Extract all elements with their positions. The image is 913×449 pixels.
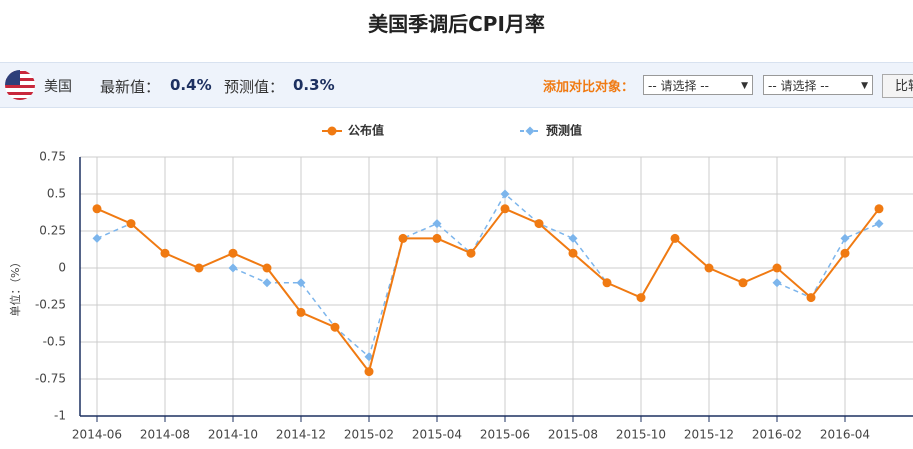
x-tick-label: 2015-04 — [412, 428, 462, 442]
point — [432, 233, 442, 243]
series-line — [776, 222, 880, 299]
compare-select[interactable]: -- 请选择 -- — [763, 75, 873, 96]
point — [568, 233, 578, 243]
point — [92, 233, 102, 243]
x-tick-label: 2016-04 — [820, 428, 870, 442]
x-tick-label: 2014-10 — [208, 428, 258, 442]
point — [126, 219, 136, 229]
forecast-value: 0.3% — [293, 76, 335, 94]
point — [228, 263, 238, 273]
compare-button[interactable]: 比较 — [882, 74, 913, 98]
point — [296, 307, 306, 317]
point — [398, 233, 408, 243]
y-tick-label: 0 — [58, 261, 66, 275]
point — [738, 278, 748, 288]
latest-label: 最新值： — [100, 78, 161, 96]
point — [432, 219, 442, 229]
point — [466, 248, 476, 258]
point — [92, 204, 102, 214]
point — [194, 263, 204, 273]
legend-marker — [327, 126, 337, 136]
point — [874, 219, 884, 229]
point — [636, 293, 646, 303]
country: 美国 — [44, 79, 72, 95]
point — [772, 278, 782, 288]
flag — [5, 70, 35, 100]
chart: -1 -0.75 -0.5 -0.25 0 0.25 0.5 0.75 2014-06 2014-… — [8, 123, 913, 442]
point — [296, 278, 306, 288]
point — [772, 263, 782, 273]
point — [670, 233, 680, 243]
x-tick-label: 2014-12 — [276, 428, 326, 442]
toolbar: 美国 最新值： 0.4% 预测值： 0.3% 添加对比对象： -- 请选择 --… — [0, 62, 913, 108]
latest-value: 0.4% — [170, 76, 212, 94]
point — [840, 233, 850, 243]
point — [602, 278, 612, 288]
y-tick-label: 0.25 — [39, 224, 66, 238]
y-tick-label: -1 — [54, 409, 66, 423]
y-tick-label: -0.75 — [35, 372, 66, 386]
legend-label: 预测值 — [546, 123, 582, 138]
point — [364, 367, 374, 377]
point — [874, 204, 884, 214]
point — [534, 219, 544, 229]
x-tick-label: 2016-02 — [752, 428, 802, 442]
x-tick-label: 2015-02 — [344, 428, 394, 442]
compare-label: 添加对比对象： — [543, 80, 635, 95]
legend-marker — [525, 126, 535, 136]
y-tick-label: 0.75 — [39, 150, 66, 164]
compare-select[interactable]: -- 请选择 -- — [643, 75, 753, 96]
x-tick-label: 2014-08 — [140, 428, 190, 442]
y-tick-label: -0.5 — [43, 335, 66, 349]
x-tick-label: 2014-06 — [72, 428, 122, 442]
point — [704, 263, 714, 273]
point — [500, 204, 510, 214]
series-line — [96, 207, 880, 374]
point — [330, 322, 340, 332]
x-tick-label: 2015-10 — [616, 428, 666, 442]
y-axis-label: 单位：（%） — [8, 257, 22, 317]
point — [262, 263, 272, 273]
y-tick-label: -0.25 — [35, 298, 66, 312]
x-tick-label: 2015-12 — [684, 428, 734, 442]
point — [840, 248, 850, 258]
chart-title: 美国季调后CPI月率 — [368, 12, 545, 36]
forecast-label: 预测值： — [224, 78, 285, 96]
y-tick-label: 0.5 — [47, 187, 66, 201]
x-tick-label: 2015-06 — [480, 428, 530, 442]
point — [806, 293, 816, 303]
legend-label: 公布值 — [348, 123, 384, 138]
point — [262, 278, 272, 288]
x-tick-label: 2015-08 — [548, 428, 598, 442]
point — [568, 248, 578, 258]
series-line — [232, 192, 710, 359]
point — [228, 248, 238, 258]
point — [160, 248, 170, 258]
point — [500, 189, 510, 199]
